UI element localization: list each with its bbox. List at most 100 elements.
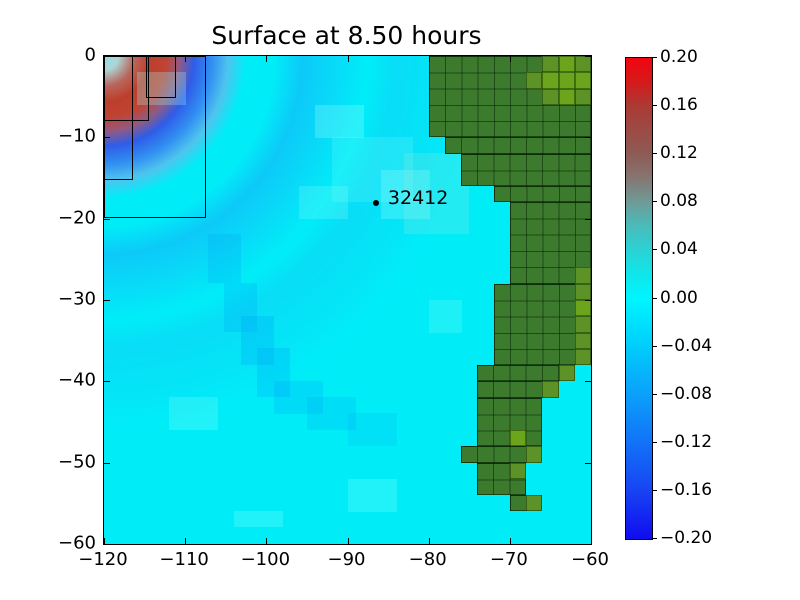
y-tick-mark (585, 462, 591, 464)
land-region-row (461, 446, 543, 463)
colorbar-tick-mark (652, 538, 657, 539)
ocean-patch (404, 153, 469, 234)
x-tick-mark (509, 538, 511, 544)
land-highlight-cell (526, 495, 543, 512)
land-highlight-cell (542, 56, 559, 73)
colorbar-tick-mark (652, 57, 657, 58)
land-highlight-cell (542, 72, 559, 89)
y-tick-mark (104, 56, 110, 57)
y-tick-mark (104, 462, 110, 464)
y-tick-label: 0 (84, 44, 96, 66)
land-highlight-cell (574, 56, 591, 73)
y-tick-label: −40 (58, 369, 96, 391)
colorbar-tick-label: 0.08 (660, 191, 698, 212)
land-region-row (477, 365, 575, 382)
land-highlight-cell (558, 72, 575, 89)
colorbar-tick-mark (652, 201, 657, 203)
land-highlight-cell (574, 300, 591, 317)
colorbar-tick-label: −0.12 (660, 431, 713, 452)
colorbar-tick-label: 0.12 (660, 143, 698, 164)
x-tick-label: −60 (571, 549, 609, 570)
x-tick-mark (104, 538, 105, 544)
land-highlight-cell (509, 430, 527, 447)
ocean-patch (299, 186, 348, 219)
ocean-patch (315, 105, 364, 138)
gauge-label: 32412 (387, 187, 449, 210)
land-highlight-cell (574, 348, 591, 366)
ocean-patch (241, 316, 274, 365)
ocean-patch (137, 72, 186, 105)
x-tick-label: −110 (159, 549, 209, 570)
x-tick-label: −80 (408, 549, 447, 570)
colorbar-tick-label: −0.20 (660, 528, 713, 548)
x-tick-mark (591, 56, 592, 62)
ocean-patch (208, 234, 241, 283)
y-tick-mark (585, 381, 591, 383)
ocean-patch (381, 170, 430, 219)
y-tick-label: −50 (58, 451, 96, 473)
ocean-patch (224, 283, 257, 332)
land-highlight-cell (574, 283, 591, 300)
ocean-patch (257, 348, 290, 397)
colorbar-tick-label: 0.16 (660, 95, 698, 116)
amr-refinement-rectangle (104, 56, 149, 122)
colorbar-tick-label: 0.04 (660, 239, 698, 260)
x-tick-mark (428, 56, 430, 62)
y-tick-mark (104, 218, 110, 220)
land-highlight-cell (574, 316, 591, 333)
gauge-marker-dot (372, 200, 379, 207)
ocean-patch (348, 479, 397, 512)
amr-refinement-rectangle (146, 56, 176, 98)
land-highlight-cell (526, 72, 543, 89)
y-tick-mark (104, 381, 110, 383)
x-tick-label: −90 (327, 549, 366, 570)
colorbar-tick-label: −0.16 (660, 479, 713, 500)
land-highlight-cell (558, 56, 575, 73)
ocean-patch (274, 381, 323, 414)
colorbar-tick-mark (652, 249, 657, 251)
y-tick-mark (585, 544, 591, 545)
y-tick-label: −10 (58, 125, 96, 147)
y-tick-mark (585, 56, 591, 57)
x-tick-mark (185, 56, 187, 62)
land-region-row (461, 153, 591, 187)
x-tick-label: −120 (78, 549, 128, 570)
y-tick-mark (585, 300, 591, 301)
y-tick-label: −20 (58, 207, 96, 229)
plot-title: Surface at 8.50 hours (211, 21, 482, 50)
y-tick-mark (585, 218, 591, 220)
land-region-row (477, 381, 559, 398)
x-tick-mark (347, 56, 349, 62)
land-region-row (493, 283, 591, 366)
land-region-row (444, 137, 591, 154)
land-region-row (493, 186, 591, 203)
colorbar-tick-mark (652, 105, 657, 107)
y-tick-mark (104, 300, 110, 301)
ocean-patch (169, 397, 218, 430)
ocean-patch (429, 300, 462, 333)
land-highlight-cell (542, 88, 559, 105)
land-highlight-cell (574, 267, 591, 284)
land-highlight-cell (558, 365, 575, 382)
ocean-patch (307, 397, 356, 430)
land-highlight-cell (526, 446, 543, 463)
ocean-patch (348, 413, 397, 446)
x-tick-mark (266, 56, 268, 62)
land-highlight-cell (574, 88, 591, 105)
x-tick-label: −70 (489, 549, 528, 570)
ocean-patch (234, 511, 283, 527)
x-tick-mark (266, 538, 268, 544)
ocean-patch (332, 137, 413, 202)
plot-area: 32412 (103, 55, 592, 545)
colorbar-tick-mark (652, 297, 657, 299)
x-tick-label: −100 (240, 549, 291, 570)
land-highlight-cell (558, 88, 575, 105)
x-tick-mark (509, 56, 511, 62)
land-region-row (477, 397, 543, 447)
y-tick-mark (585, 137, 591, 139)
colorbar-tick-mark (652, 345, 657, 347)
y-tick-label: −60 (58, 532, 96, 554)
land-highlight-cell (509, 462, 527, 479)
x-tick-mark (185, 538, 187, 544)
